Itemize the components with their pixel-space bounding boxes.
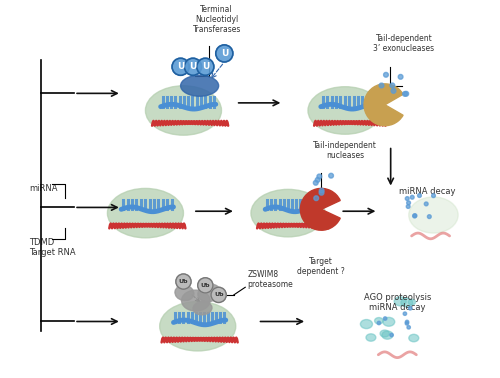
Ellipse shape: [394, 297, 406, 306]
Text: Ub: Ub: [200, 283, 210, 288]
Circle shape: [320, 188, 324, 193]
Circle shape: [410, 195, 414, 199]
Circle shape: [384, 317, 387, 320]
Ellipse shape: [374, 318, 383, 324]
Ellipse shape: [182, 290, 210, 311]
Circle shape: [316, 178, 320, 182]
Text: AGO proteolysis
miRNA decay: AGO proteolysis miRNA decay: [364, 293, 431, 312]
Circle shape: [407, 325, 410, 329]
Circle shape: [402, 91, 407, 96]
Circle shape: [403, 312, 406, 315]
Circle shape: [319, 191, 324, 195]
Text: U: U: [202, 62, 209, 71]
Circle shape: [408, 307, 412, 310]
Circle shape: [314, 196, 318, 201]
Circle shape: [328, 173, 334, 178]
Circle shape: [197, 58, 214, 75]
Circle shape: [176, 274, 191, 289]
Circle shape: [398, 74, 403, 79]
Ellipse shape: [251, 189, 325, 237]
Circle shape: [406, 320, 409, 324]
Ellipse shape: [193, 302, 212, 315]
Ellipse shape: [308, 87, 382, 134]
Circle shape: [377, 321, 380, 325]
Circle shape: [379, 83, 384, 88]
Ellipse shape: [180, 75, 218, 96]
Circle shape: [211, 287, 226, 302]
Ellipse shape: [108, 188, 184, 238]
Text: U: U: [177, 62, 184, 71]
Wedge shape: [300, 188, 340, 230]
Circle shape: [384, 73, 388, 77]
Wedge shape: [364, 84, 403, 125]
Circle shape: [404, 91, 408, 96]
Circle shape: [198, 278, 213, 293]
Circle shape: [432, 194, 436, 198]
Text: Ub: Ub: [178, 279, 188, 284]
Circle shape: [405, 322, 408, 325]
Ellipse shape: [408, 197, 458, 233]
Circle shape: [406, 201, 410, 205]
Circle shape: [424, 202, 428, 206]
Text: TDMD
Target RNA: TDMD Target RNA: [30, 238, 76, 257]
Ellipse shape: [380, 330, 390, 337]
Text: U: U: [220, 49, 228, 58]
Ellipse shape: [146, 86, 222, 135]
Circle shape: [172, 58, 189, 75]
Circle shape: [390, 83, 394, 88]
Ellipse shape: [360, 319, 372, 328]
Text: Ub: Ub: [214, 292, 224, 297]
Circle shape: [391, 88, 396, 93]
Text: U: U: [190, 62, 196, 71]
Text: Terminal
Nucleotidyl
Transferases: Terminal Nucleotidyl Transferases: [192, 5, 241, 34]
Text: ZSWIM8
proteasome: ZSWIM8 proteasome: [247, 270, 293, 290]
Circle shape: [406, 204, 410, 208]
Text: Tail-dependent
3’ exonucleases: Tail-dependent 3’ exonucleases: [374, 34, 434, 53]
Circle shape: [390, 333, 394, 337]
Text: Target
dependent ?: Target dependent ?: [298, 257, 345, 276]
Text: Tail-independent
nucleases: Tail-independent nucleases: [313, 141, 377, 160]
Circle shape: [216, 45, 233, 62]
Ellipse shape: [366, 334, 376, 341]
Circle shape: [413, 214, 417, 218]
Circle shape: [418, 194, 422, 197]
Ellipse shape: [408, 299, 416, 305]
Circle shape: [412, 214, 416, 218]
Text: miRNA: miRNA: [30, 184, 58, 193]
Ellipse shape: [160, 302, 236, 351]
Ellipse shape: [175, 285, 194, 301]
Ellipse shape: [383, 318, 394, 326]
Circle shape: [314, 180, 318, 185]
Ellipse shape: [198, 284, 220, 302]
Text: miRNA decay: miRNA decay: [400, 186, 456, 195]
Circle shape: [184, 58, 202, 75]
Ellipse shape: [401, 298, 412, 307]
Ellipse shape: [382, 331, 393, 339]
Circle shape: [428, 215, 431, 218]
Circle shape: [317, 174, 322, 179]
Circle shape: [406, 197, 409, 200]
Ellipse shape: [409, 334, 419, 342]
